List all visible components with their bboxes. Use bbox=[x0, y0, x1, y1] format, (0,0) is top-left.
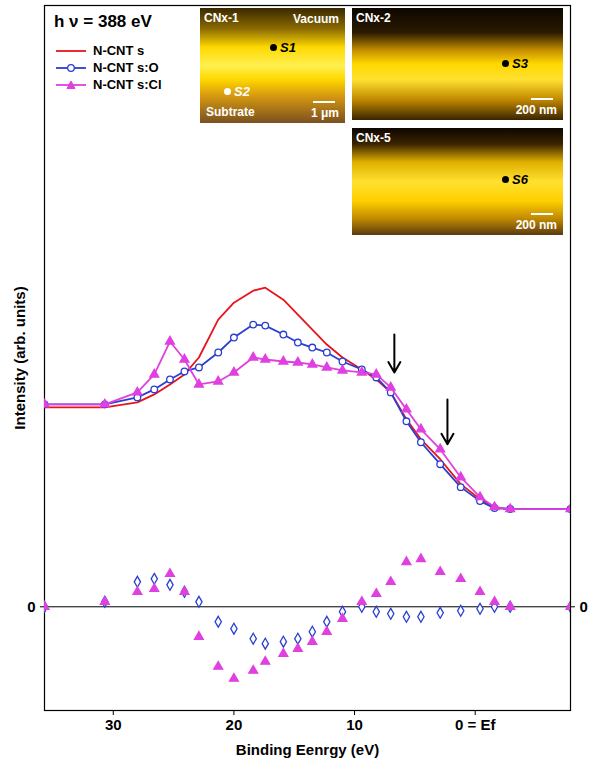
html-text:h ν = 388 eV: h ν = 388 eV bbox=[54, 12, 152, 31]
html-text:S6: S6 bbox=[512, 172, 528, 187]
svg-text:Intensity (arb. units): Intensity (arb. units) bbox=[11, 286, 28, 429]
svg-text:0 = Ef: 0 = Ef bbox=[455, 716, 496, 733]
svg-text:30: 30 bbox=[105, 716, 122, 733]
svg-text:20: 20 bbox=[226, 716, 243, 733]
html-text:N-CNT s:Cl: N-CNT s:Cl bbox=[93, 77, 162, 92]
html-text:CNx-5: CNx-5 bbox=[356, 131, 391, 145]
html-text:S2: S2 bbox=[234, 84, 250, 99]
svg-text:10: 10 bbox=[346, 716, 363, 733]
html-text:Vacuum: Vacuum bbox=[293, 12, 339, 26]
html-text:1 μm: 1 μm bbox=[311, 106, 339, 120]
html-text:CNx-1: CNx-1 bbox=[204, 11, 239, 25]
html-text:S3: S3 bbox=[512, 56, 528, 71]
html-text:N-CNT s:O: N-CNT s:O bbox=[93, 60, 159, 75]
svg-text:Binding Eenrgy (eV): Binding Eenrgy (eV) bbox=[236, 741, 379, 758]
html-text:200 nm: 200 nm bbox=[515, 103, 557, 117]
svg-text:0: 0 bbox=[27, 598, 35, 615]
html-text:CNx-2: CNx-2 bbox=[356, 11, 391, 25]
svg-text:0: 0 bbox=[580, 598, 588, 615]
html-text:Subtrate: Subtrate bbox=[206, 105, 255, 119]
html-text:N-CNT s: N-CNT s bbox=[93, 43, 145, 58]
html-text:S1: S1 bbox=[280, 40, 296, 55]
html-text:200 nm: 200 nm bbox=[515, 218, 557, 232]
